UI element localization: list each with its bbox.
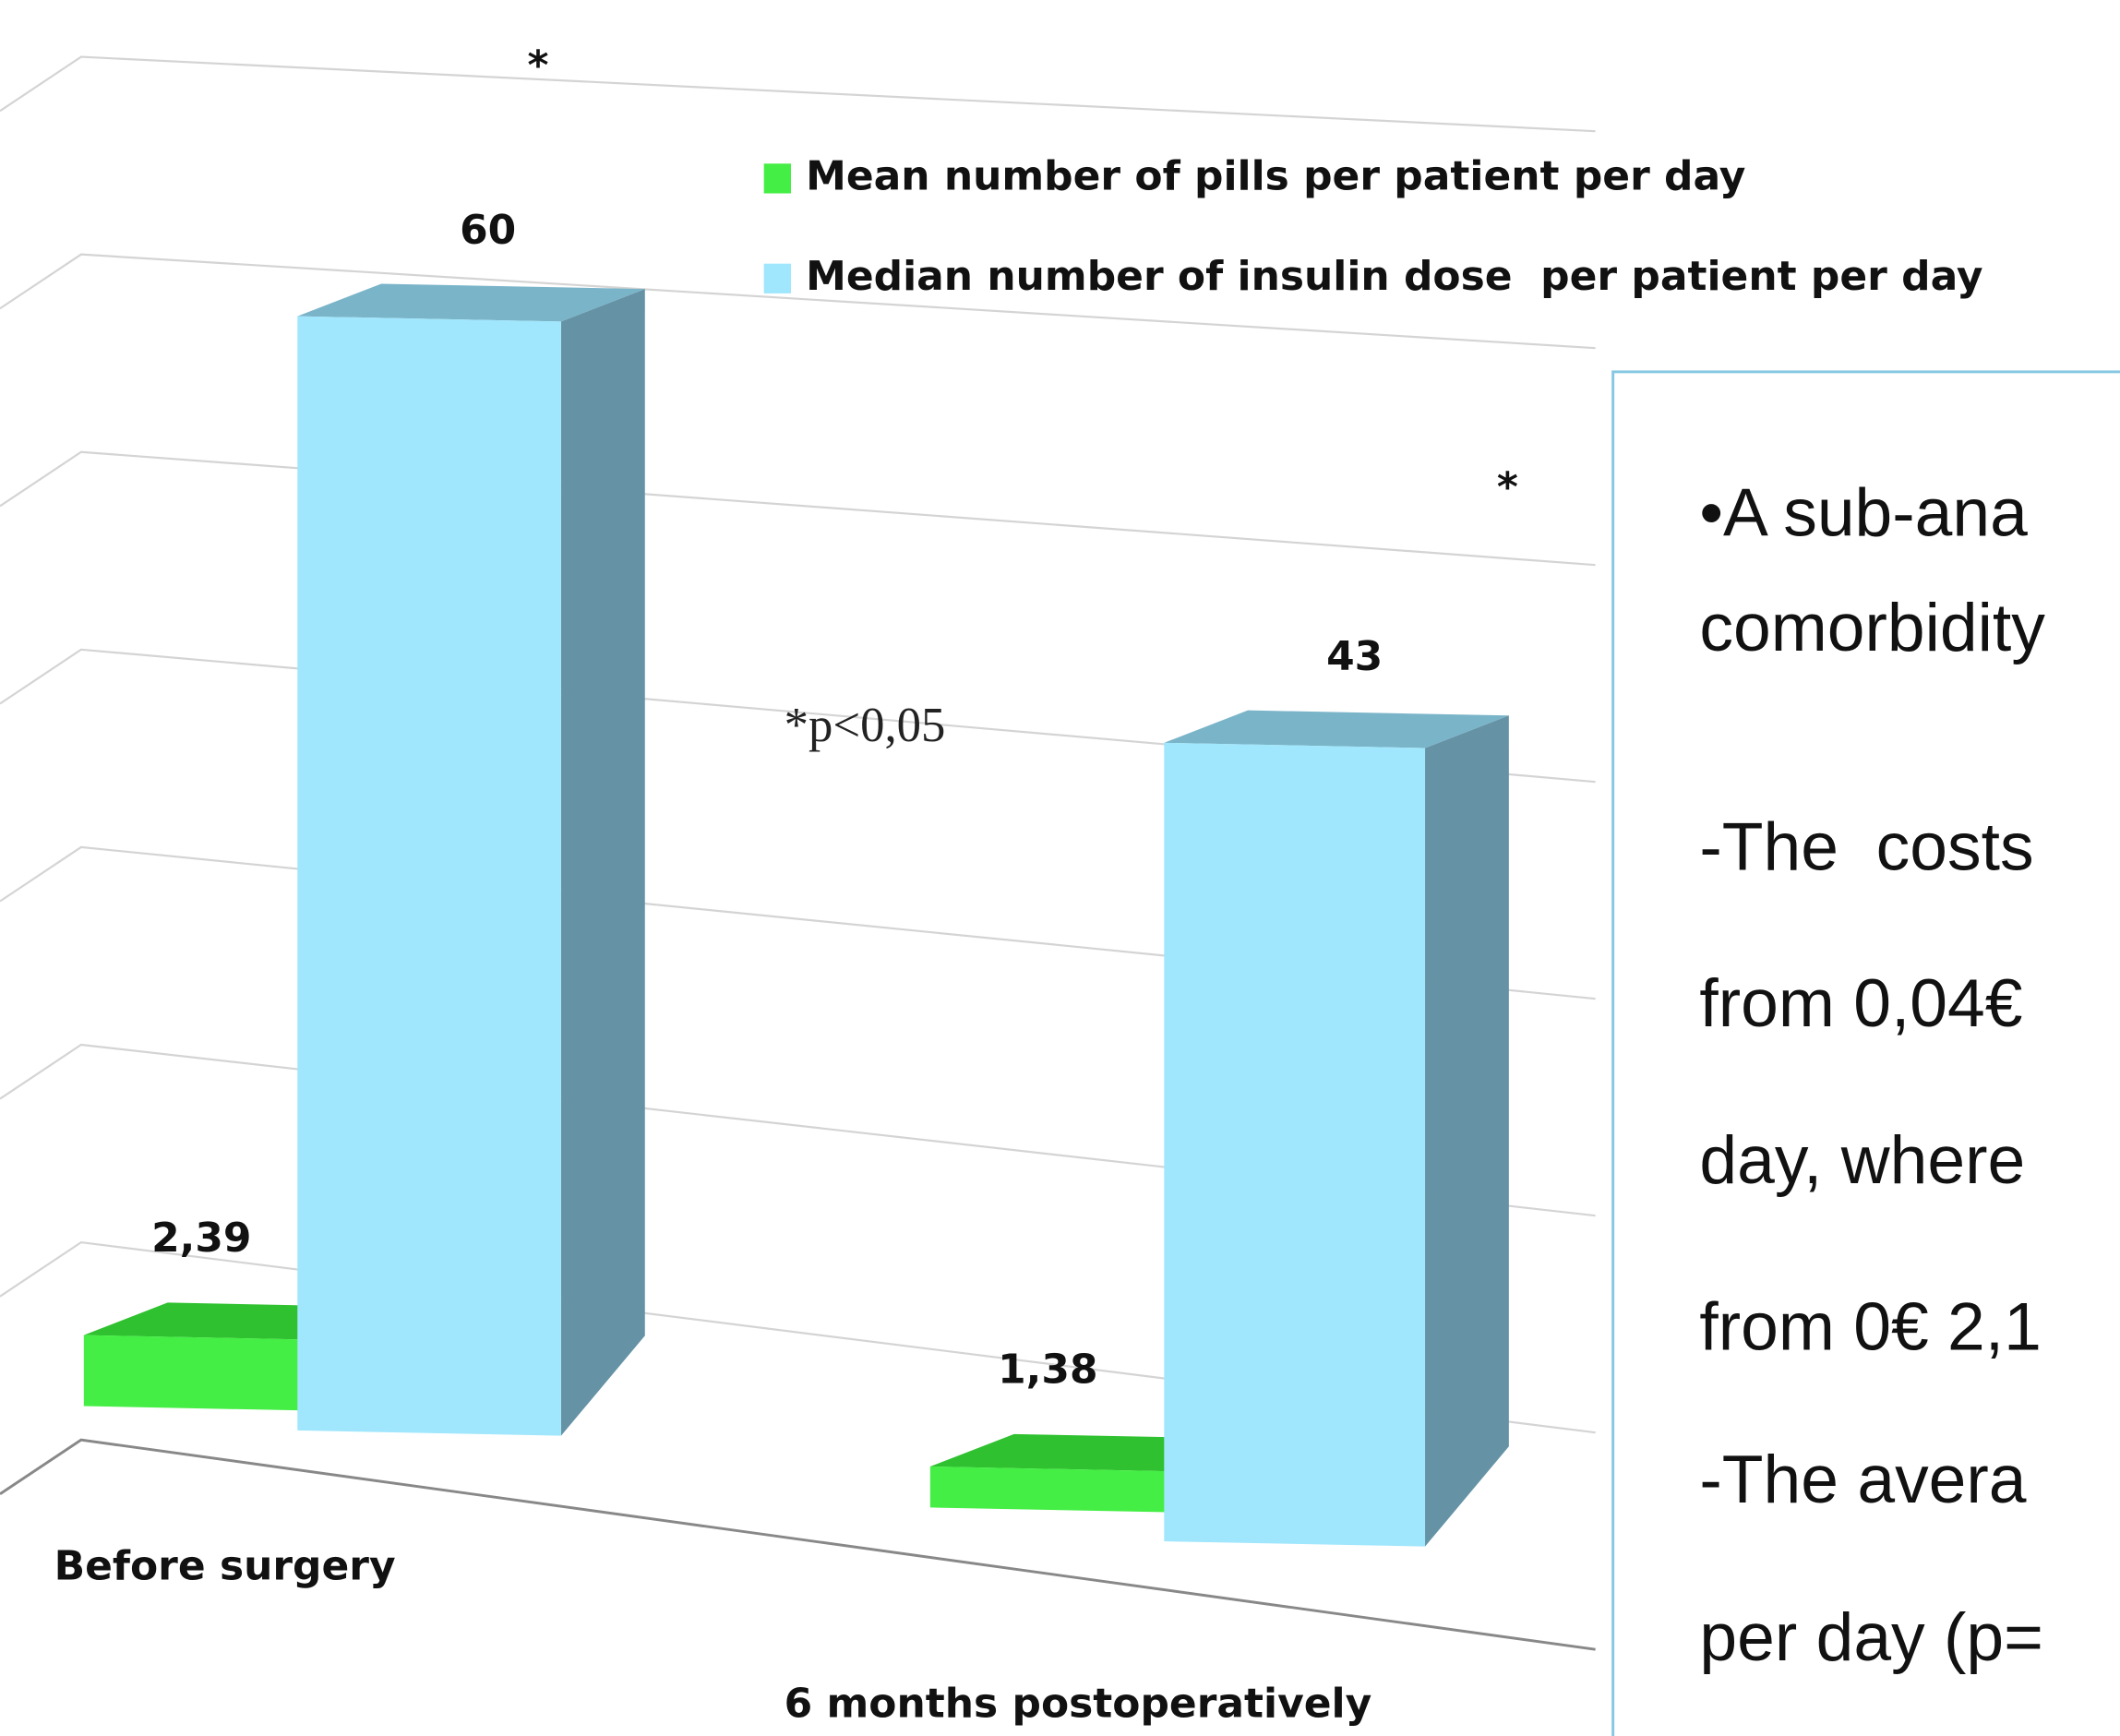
grid-line	[0, 845, 1596, 1000]
bar-top	[1164, 710, 1509, 748]
grid-line	[0, 1240, 1596, 1434]
value-label: 1,38	[998, 1346, 1097, 1393]
grid-line	[0, 648, 1596, 784]
text-line: -The costs	[1699, 808, 2033, 884]
bar-side	[1425, 715, 1509, 1547]
bar	[929, 1466, 1188, 1513]
bar	[1164, 742, 1426, 1547]
bar	[83, 1335, 321, 1411]
grid-line	[0, 253, 1596, 350]
annotation: *p<0,05	[785, 699, 946, 752]
legend-swatch	[763, 163, 791, 194]
grid-line	[0, 450, 1596, 567]
bar	[297, 316, 561, 1436]
legend-swatch	[763, 263, 791, 293]
text-line: day, where	[1699, 1122, 2025, 1198]
text-line: -The avera	[1699, 1442, 2026, 1517]
text-line: comorbidity	[1699, 590, 2045, 665]
grid-line	[0, 1438, 1596, 1651]
grid-line	[0, 1043, 1596, 1217]
value-label: 43	[1326, 633, 1383, 680]
text-line: •A sub-ana	[1699, 474, 2028, 550]
text-line: from 0,04€	[1699, 965, 2022, 1041]
x-tick-label: 6 months postoperatively	[785, 1681, 1372, 1728]
value-label: 60	[460, 207, 516, 254]
bar-top	[297, 283, 645, 322]
text-box	[1611, 370, 2120, 1736]
legend-label: Median number of insulin dose per patien…	[806, 253, 1982, 300]
x-tick-label: Before surgery	[54, 1542, 396, 1589]
text-line: from 0€ 2,1	[1699, 1288, 2041, 1364]
annotation: *	[1497, 463, 1518, 510]
text-line: per day (p=	[1699, 1599, 2043, 1675]
annotation: *	[528, 42, 549, 89]
grid-line	[0, 55, 1596, 133]
bar-side	[560, 289, 645, 1436]
value-label: 2,39	[151, 1215, 251, 1262]
legend-label: Mean number of pills per patient per day	[806, 152, 1745, 199]
